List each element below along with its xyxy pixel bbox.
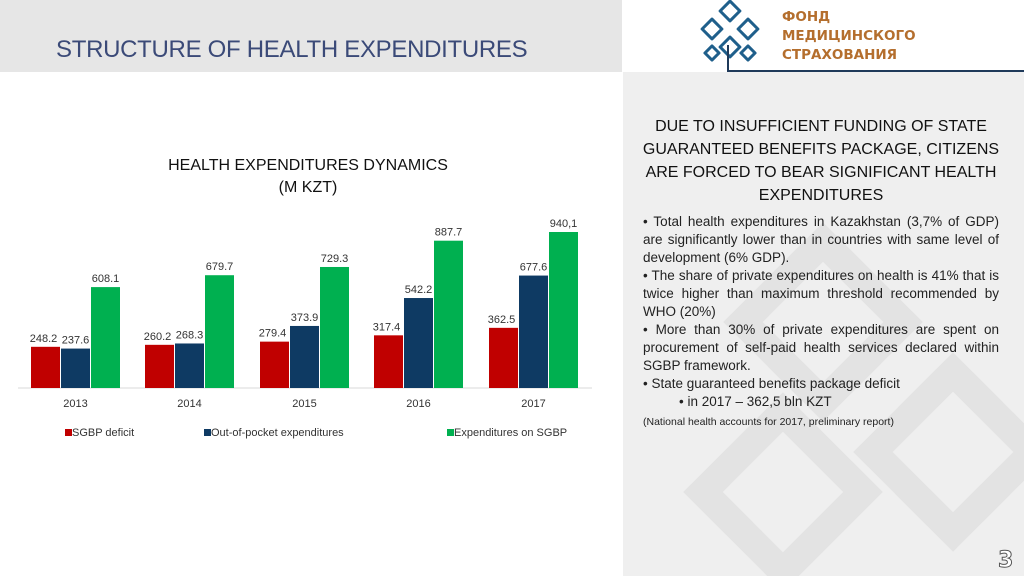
- bar: [549, 232, 578, 388]
- bar: [205, 275, 234, 388]
- bar: [374, 335, 403, 388]
- data-label: 260.2: [144, 331, 172, 343]
- bar: [489, 327, 518, 388]
- bar: [404, 298, 433, 388]
- panel-heading: DUE TO INSUFFICIENT FUNDING OF STATE GUA…: [642, 118, 1000, 204]
- bar: [145, 344, 174, 388]
- footnote: (National health accounts for 2017, prel…: [643, 416, 894, 428]
- x-tick-label: 2014: [177, 398, 201, 410]
- page-title: STRUCTURE OF HEALTH EXPENDITURES: [56, 36, 528, 63]
- data-label: 279.4: [259, 328, 287, 340]
- bullet-list: • Total health expenditures in Kazakhsta…: [643, 213, 999, 411]
- chart-title: HEALTH EXPENDITURES DYNAMICS (M KZT): [150, 155, 466, 199]
- chart-title-line1: HEALTH EXPENDITURES DYNAMICS: [168, 157, 448, 174]
- bullet-item: • Total health expenditures in Kazakhsta…: [643, 214, 999, 265]
- legend-swatch: [204, 429, 211, 436]
- bar: [320, 266, 349, 388]
- data-label: 679.7: [206, 261, 234, 273]
- logo-divider: [727, 45, 729, 72]
- data-label: 542.2: [405, 284, 433, 296]
- logo-text-line1: ФОНД: [782, 9, 831, 25]
- data-label: 373.9: [291, 312, 319, 324]
- header-band: [0, 0, 622, 72]
- data-label: 887.7: [435, 227, 463, 239]
- bar: [91, 287, 120, 388]
- background-watermark-icon: [683, 222, 1024, 576]
- logo-text-line3: СТРАХОВАНИЯ: [782, 47, 898, 63]
- legend-label: Out-of-pocket expenditures: [211, 427, 344, 439]
- data-label: 268.3: [176, 329, 204, 341]
- data-label: 317.4: [373, 321, 401, 333]
- bar: [175, 343, 204, 388]
- sub-bullet-item: • in 2017 – 362,5 bln KZT: [679, 394, 832, 409]
- data-label: 677.6: [520, 262, 548, 274]
- bar-chart: 248.2 237.6 608.1 2013 260.2 268.3 679.7 2014 27…: [18, 218, 592, 439]
- chart-title-line2: (M KZT): [278, 179, 338, 196]
- bar: [519, 275, 548, 388]
- logo-area: [622, 0, 1024, 72]
- legend-label: SGBP deficit: [72, 427, 134, 439]
- x-tick-label: 2017: [521, 398, 545, 410]
- data-label: 940,1: [550, 218, 578, 230]
- bar: [260, 341, 289, 388]
- bullet-item: • State guaranteed benefits package defi…: [643, 376, 900, 391]
- data-label: 248.2: [30, 333, 58, 345]
- right-panel: [623, 72, 1024, 576]
- legend-label: Expenditures on SGBP: [454, 427, 567, 439]
- legend-swatch: [65, 429, 72, 436]
- legend-swatch: [447, 429, 454, 436]
- x-tick-label: 2016: [406, 398, 430, 410]
- data-label: 237.6: [62, 335, 90, 347]
- logo-text: ФОНД МЕДИЦИНСКОГО СТРАХОВАНИЯ: [782, 8, 916, 65]
- x-tick-label: 2013: [63, 398, 87, 410]
- bar: [61, 348, 90, 388]
- logo-emblem-icon: [700, 0, 760, 62]
- bar: [290, 325, 319, 388]
- x-tick-label: 2015: [292, 398, 316, 410]
- data-label: 362.5: [488, 314, 516, 326]
- logo-text-line2: МЕДИЦИНСКОГО: [782, 28, 916, 44]
- data-label: 608.1: [92, 273, 120, 285]
- logo-underline: [728, 70, 1024, 72]
- bar: [434, 240, 463, 388]
- bullet-item: • The share of private expenditures on h…: [643, 268, 999, 319]
- bar: [31, 346, 60, 388]
- data-label: 729.3: [321, 253, 349, 265]
- bullet-item: • More than 30% of private expenditures …: [643, 322, 999, 373]
- page-number: 3: [997, 548, 1014, 574]
